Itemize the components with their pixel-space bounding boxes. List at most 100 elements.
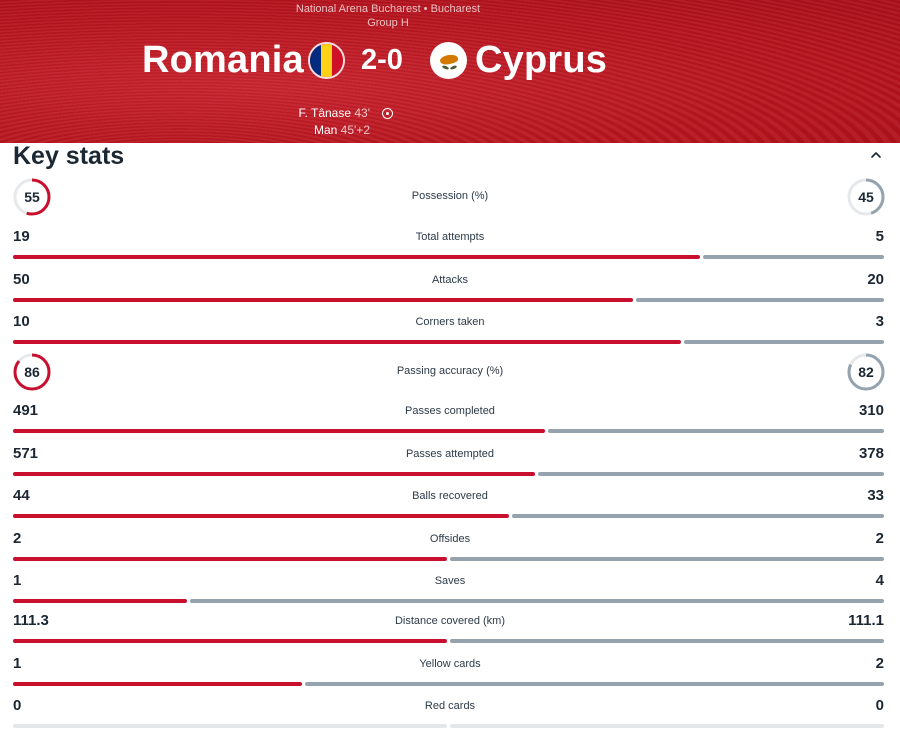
home-value: 1 [13, 572, 22, 589]
stat-row: 19 5 Total attempts [0, 226, 900, 262]
home-bar [13, 429, 546, 433]
flag-olive-branch-right [449, 64, 458, 71]
home-ring: 55 [13, 178, 51, 216]
stat-label: Total attempts [415, 231, 485, 243]
stat-label: Corners taken [415, 316, 485, 328]
stat-label: Yellow cards [419, 658, 481, 670]
stat-row: 1 2 Yellow cards [0, 653, 900, 689]
home-bar [13, 724, 447, 728]
away-bar [548, 429, 884, 433]
home-bar [13, 557, 447, 561]
stat-row: 55 45 Possession (%) [0, 176, 900, 218]
stat-row: 111.3 111.1 Distance covered (km) [0, 610, 900, 646]
stat-label: Passing accuracy (%) [396, 365, 504, 377]
stat-label: Attacks [431, 274, 469, 286]
away-bar [683, 340, 884, 344]
away-bar [636, 298, 884, 302]
away-bar [450, 557, 884, 561]
stat-row: 571 378 Passes attempted [0, 443, 900, 479]
ring-fill [13, 353, 51, 391]
stat-label: Offsides [429, 533, 471, 545]
away-value: 5 [875, 228, 884, 245]
away-value: 378 [858, 445, 884, 462]
goal-minute: 45'+2 [340, 123, 370, 137]
away-ring: 82 [847, 353, 885, 391]
chevron-up-icon[interactable] [869, 148, 883, 162]
away-bar [538, 472, 884, 476]
home-value: 1 [13, 655, 22, 672]
home-value: 0 [13, 697, 22, 714]
away-bar [450, 724, 884, 728]
home-value: 111.3 [13, 612, 49, 629]
stat-label: Passes completed [405, 405, 495, 417]
away-value: 4 [875, 572, 884, 589]
home-bar [13, 340, 681, 344]
ring-fill [847, 353, 885, 391]
ring-value: 86 [24, 364, 40, 380]
away-value: 111.1 [848, 612, 884, 629]
home-value: 10 [13, 313, 30, 330]
match-score: 2-0 [361, 44, 403, 76]
away-value: 20 [867, 271, 884, 288]
stat-row: 2 2 Offsides [0, 528, 900, 564]
flag-stripe-yellow [321, 44, 332, 77]
home-bar [13, 298, 633, 302]
away-value: 3 [875, 313, 884, 330]
stat-row: 86 82 Passing accuracy (%) [0, 351, 900, 393]
stat-row: 50 20 Attacks [0, 269, 900, 305]
away-team-name[interactable]: Cyprus [475, 39, 608, 81]
flag-island-shape [439, 53, 459, 66]
home-ring-chart [13, 178, 51, 216]
away-bar [450, 639, 884, 643]
romania-flag-icon [308, 42, 345, 79]
stat-row: 0 0 Red cards [0, 695, 900, 731]
stat-label: Red cards [424, 700, 476, 712]
stat-label: Possession (%) [411, 190, 489, 202]
home-team-name[interactable]: Romania [142, 39, 304, 81]
flag-olive-branch-left [441, 64, 450, 71]
away-ring-chart [847, 353, 885, 391]
goal-minute: 43' [354, 106, 370, 120]
away-bar [305, 682, 884, 686]
stat-label: Saves [434, 575, 466, 587]
away-value: 2 [875, 530, 884, 547]
stat-row: 44 33 Balls recovered [0, 485, 900, 521]
stat-row: 491 310 Passes completed [0, 400, 900, 436]
goal-scorer: Man 45'+2 [230, 123, 370, 137]
stat-row: 1 4 Saves [0, 570, 900, 606]
ring-value: 55 [24, 189, 40, 205]
stat-label: Distance covered (km) [394, 615, 506, 627]
stat-label: Balls recovered [412, 490, 488, 502]
home-value: 19 [13, 228, 30, 245]
stat-row: 10 3 Corners taken [0, 311, 900, 347]
venue-text: National Arena Bucharest • Bucharest [295, 3, 481, 15]
home-value: 44 [13, 487, 30, 504]
home-bar [13, 255, 701, 259]
away-value: 33 [867, 487, 884, 504]
home-bar [13, 599, 187, 603]
flag-stripe-blue [310, 44, 321, 77]
scorer-name: Man [313, 123, 338, 137]
away-bar [703, 255, 884, 259]
home-value: 50 [13, 271, 30, 288]
away-bar [189, 599, 884, 603]
ring-fill [13, 178, 51, 216]
group-text: Group H [367, 17, 409, 29]
goal-scorer: F. Tânase 43' [230, 106, 370, 120]
away-bar [512, 514, 884, 518]
flag-stripe-red [332, 44, 343, 77]
ring-value: 82 [858, 364, 874, 380]
cyprus-flag-icon [430, 42, 467, 79]
home-bar [13, 514, 509, 518]
home-ring-chart [13, 353, 51, 391]
away-ring: 45 [847, 178, 885, 216]
home-bar [13, 682, 303, 686]
home-value: 491 [13, 402, 39, 419]
ring-fill [847, 178, 885, 216]
scorer-name: F. Tânase [298, 106, 352, 120]
home-bar [13, 472, 536, 476]
away-value: 0 [875, 697, 884, 714]
away-value: 2 [875, 655, 884, 672]
match-header: National Arena Bucharest • Bucharest Gro… [0, 0, 900, 143]
stat-label: Passes attempted [405, 448, 495, 460]
